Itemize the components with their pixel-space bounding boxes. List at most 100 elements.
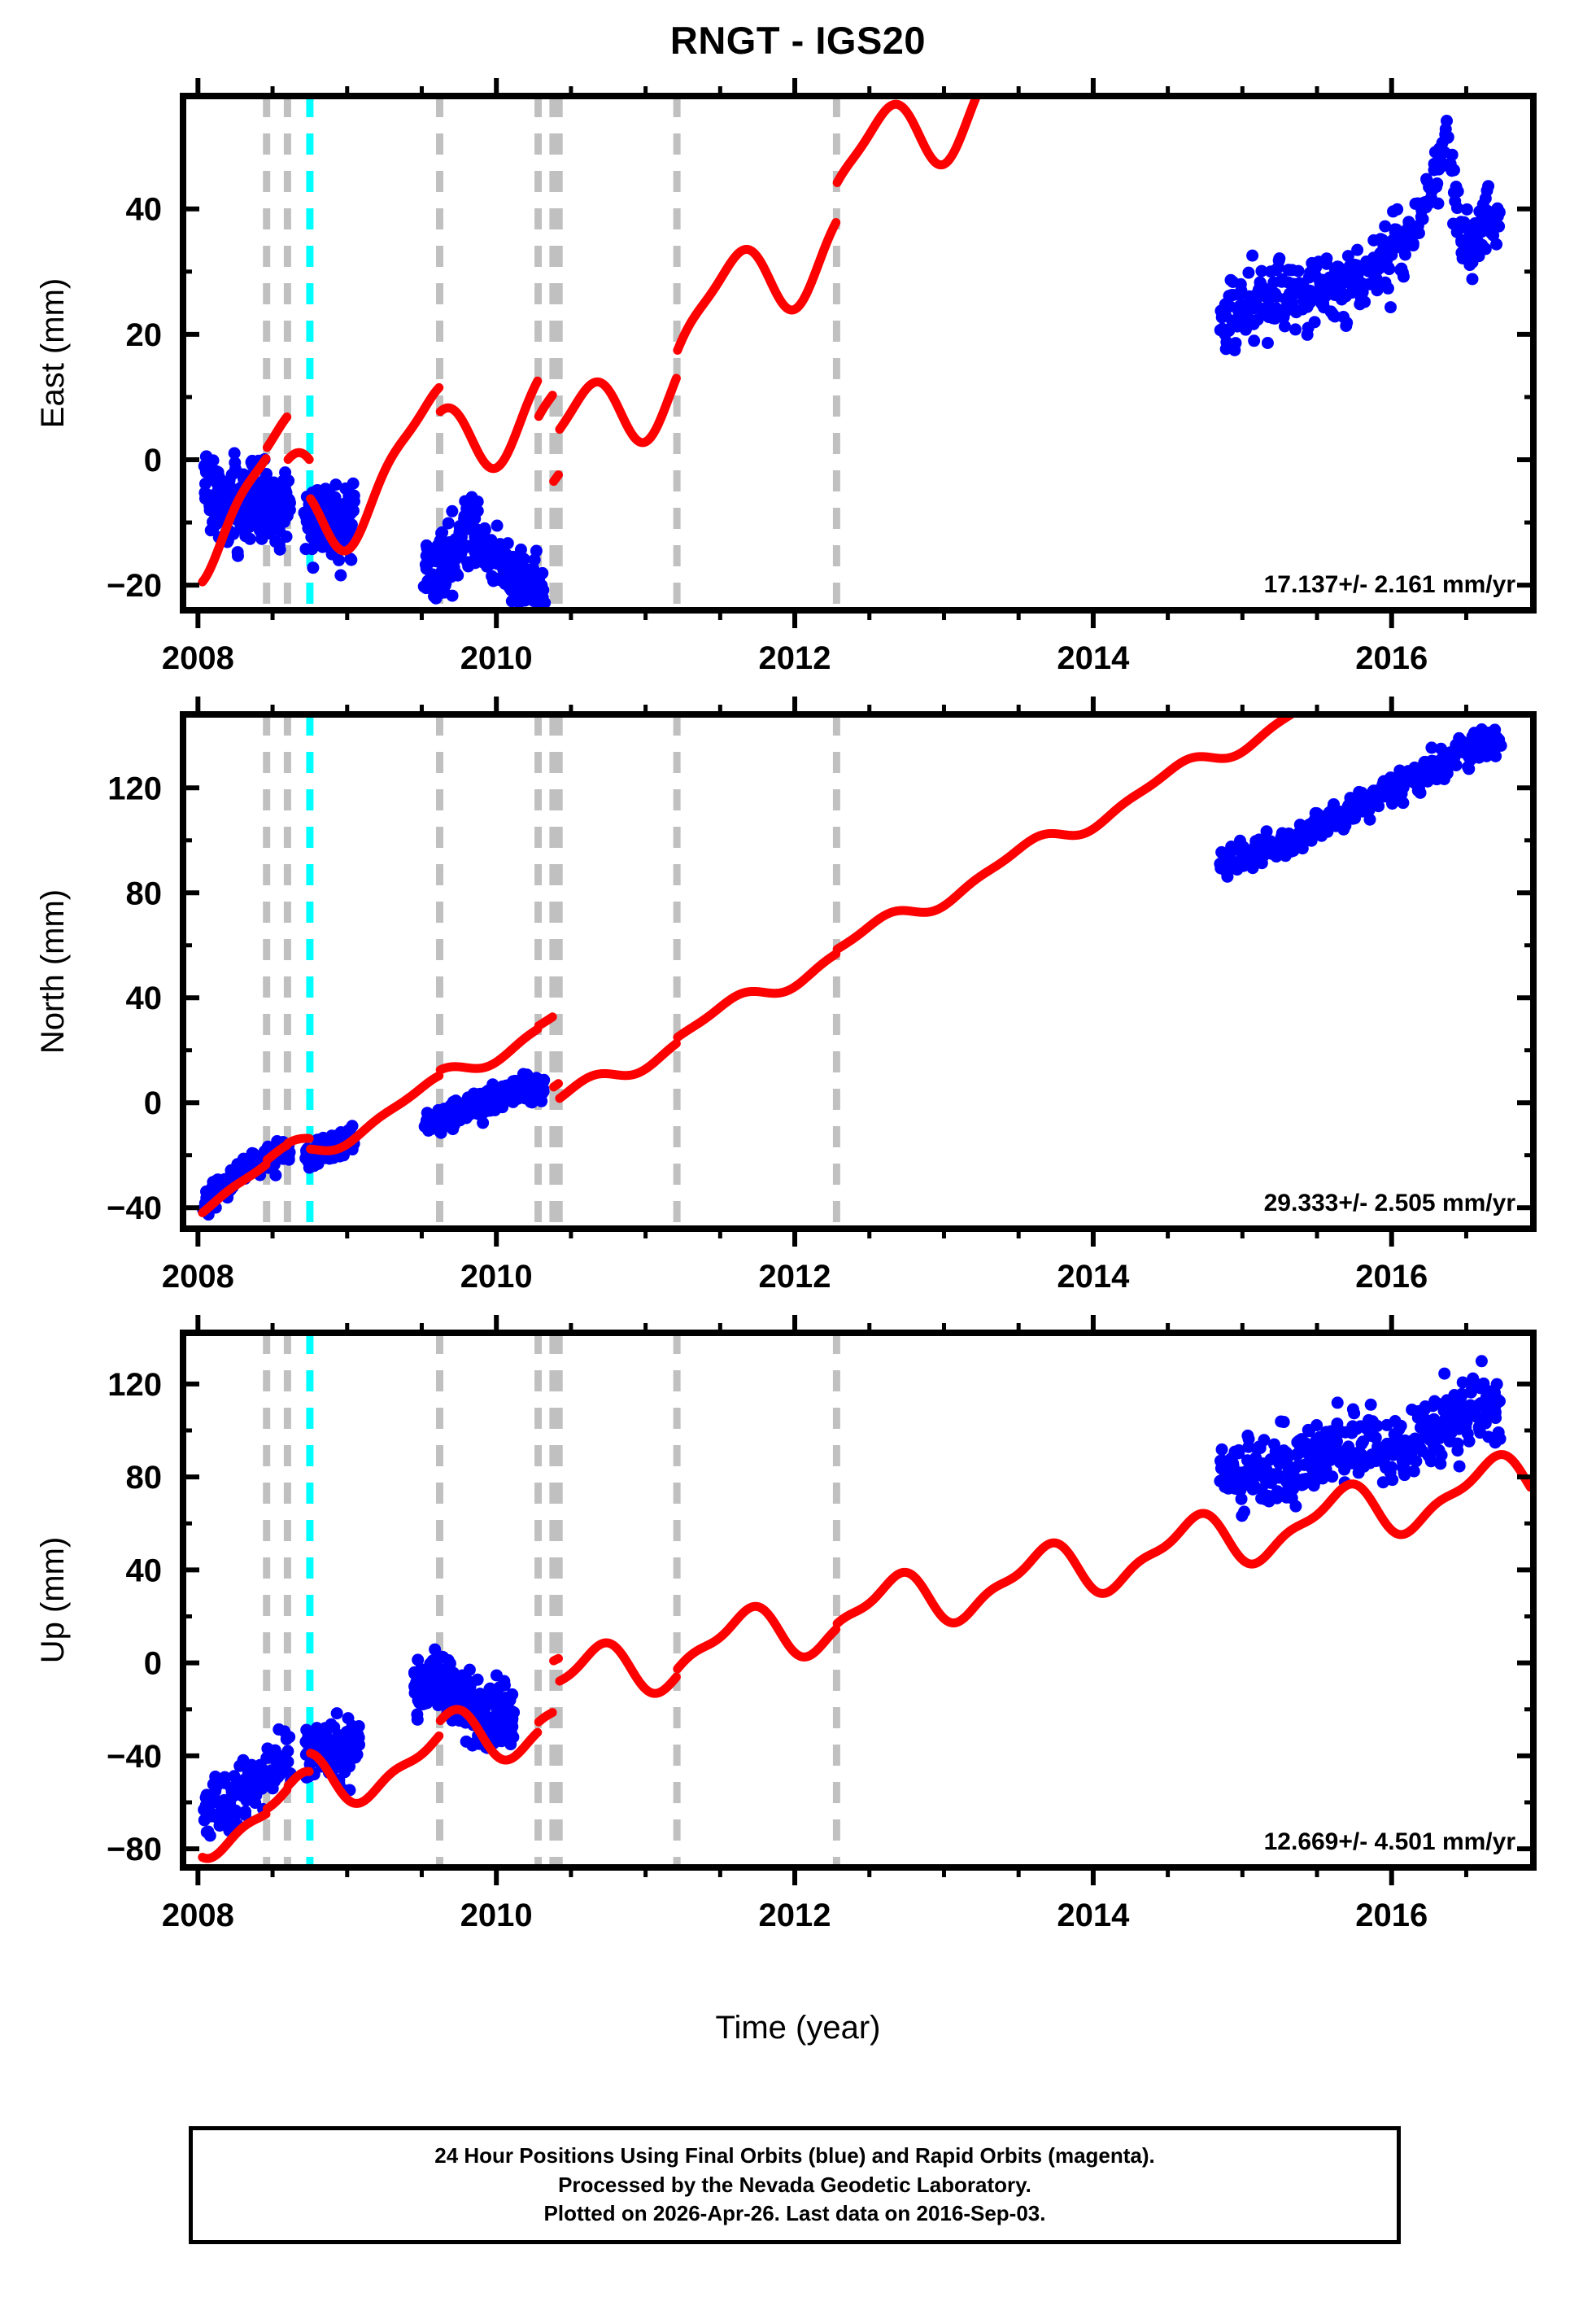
data-point — [282, 474, 295, 487]
x-tick-label: 2016 — [1355, 640, 1428, 676]
data-point — [537, 583, 550, 596]
data-point — [1460, 1416, 1473, 1429]
y-tick-label: 0 — [144, 1646, 162, 1682]
data-point — [346, 1120, 359, 1133]
data-point — [1394, 1419, 1407, 1432]
data-point — [442, 517, 455, 530]
model-curve — [555, 1638, 681, 1698]
data-point — [501, 537, 514, 550]
model-curve — [832, 1450, 1533, 1628]
y-tick-label: −80 — [107, 1832, 162, 1867]
data-point — [1371, 1419, 1384, 1432]
model-curve — [283, 1133, 314, 1148]
x-tick-label: 2014 — [1057, 640, 1130, 676]
data-point — [1479, 242, 1492, 255]
model-curve — [673, 1601, 841, 1674]
data-point — [207, 454, 220, 467]
y-tick-label: 0 — [144, 1085, 162, 1121]
data-point — [280, 531, 293, 544]
data-point — [1228, 343, 1241, 356]
rate-annotation: 12.669+/- 4.501 mm/yr — [1264, 1828, 1516, 1855]
data-point — [1328, 797, 1341, 810]
data-point — [1278, 320, 1291, 333]
data-point — [1494, 739, 1507, 752]
data-point — [412, 1653, 425, 1666]
data-point — [498, 1679, 511, 1692]
model-curve — [534, 1708, 557, 1727]
x-axis-label: Time (year) — [715, 2010, 881, 2046]
panel-east: −20 0 20 40 2008 2010 2012 2014 2016 East (mm) 17.… — [35, 78, 1537, 676]
model-curve — [832, 714, 1300, 954]
data-point — [1289, 1500, 1302, 1513]
model-curve — [673, 217, 841, 355]
data-point — [1414, 786, 1427, 799]
model-curve — [549, 470, 563, 487]
model-curve — [549, 1079, 563, 1092]
rate-annotation: 29.333+/- 2.505 mm/yr — [1264, 1190, 1516, 1216]
model-curve — [262, 1785, 292, 1814]
model-curve — [435, 1705, 543, 1765]
model-curve — [306, 1731, 444, 1808]
panel-up: −80 −40 0 40 80 120 2008 2010 2012 2014 2016 Up (mm… — [35, 1315, 1537, 1933]
data-point — [1331, 1396, 1344, 1409]
data-point — [1434, 1457, 1447, 1470]
data-point — [1493, 206, 1506, 219]
data-point — [1463, 1435, 1476, 1448]
model-curve — [435, 1024, 543, 1075]
x-tick-label: 2010 — [460, 1259, 533, 1295]
data-point — [273, 543, 286, 556]
data-point — [1397, 797, 1410, 810]
data-point — [307, 561, 320, 574]
data-point — [1386, 1474, 1399, 1487]
data-point — [536, 566, 549, 579]
data-point — [1289, 323, 1302, 336]
data-point — [1358, 295, 1371, 308]
data-point — [1308, 316, 1321, 329]
footer-line-1: 24 Hour Positions Using Final Orbits (bl… — [434, 2142, 1155, 2168]
data-point — [347, 477, 360, 490]
y-tick-label: 40 — [126, 192, 163, 228]
y-tick-label: 40 — [126, 1553, 163, 1588]
model-curve — [555, 1038, 681, 1103]
data-point — [1424, 1455, 1437, 1468]
data-point — [1475, 1355, 1488, 1368]
data-point — [1271, 261, 1284, 274]
data-point — [1364, 1398, 1377, 1411]
y-tick-label: 120 — [107, 771, 162, 806]
data-point — [243, 532, 256, 545]
data-point — [1381, 282, 1394, 295]
data-point — [1385, 301, 1398, 314]
data-point — [1363, 813, 1376, 826]
data-point — [269, 1168, 282, 1181]
data-point — [1351, 243, 1364, 256]
data-point — [1232, 1447, 1245, 1460]
data-point — [1273, 252, 1286, 265]
data-point — [203, 1829, 216, 1842]
data-point — [1451, 185, 1464, 198]
data-point — [1348, 1407, 1361, 1420]
data-point — [539, 596, 552, 609]
data-point — [1248, 334, 1261, 347]
x-tick-label: 2012 — [759, 1259, 831, 1295]
data-point — [491, 519, 504, 532]
data-point — [334, 569, 347, 582]
model-curve — [549, 1653, 563, 1666]
data-point — [228, 447, 241, 460]
model-curve — [555, 373, 681, 448]
data-point — [411, 1713, 424, 1726]
data-point — [1241, 1429, 1254, 1442]
data-point — [345, 553, 358, 566]
data-point — [1242, 266, 1255, 279]
data-point — [514, 543, 527, 556]
y-tick-label: 80 — [126, 876, 163, 911]
model-curve — [262, 412, 292, 452]
x-tick-label: 2010 — [460, 640, 533, 676]
data-point — [1494, 1432, 1507, 1445]
data-point — [1372, 800, 1385, 813]
data-point — [330, 1707, 343, 1720]
data-point — [478, 524, 491, 537]
data-point — [1432, 197, 1445, 210]
data-point — [537, 1085, 550, 1098]
data-point — [238, 1809, 251, 1822]
x-tick-label: 2008 — [162, 1259, 234, 1295]
